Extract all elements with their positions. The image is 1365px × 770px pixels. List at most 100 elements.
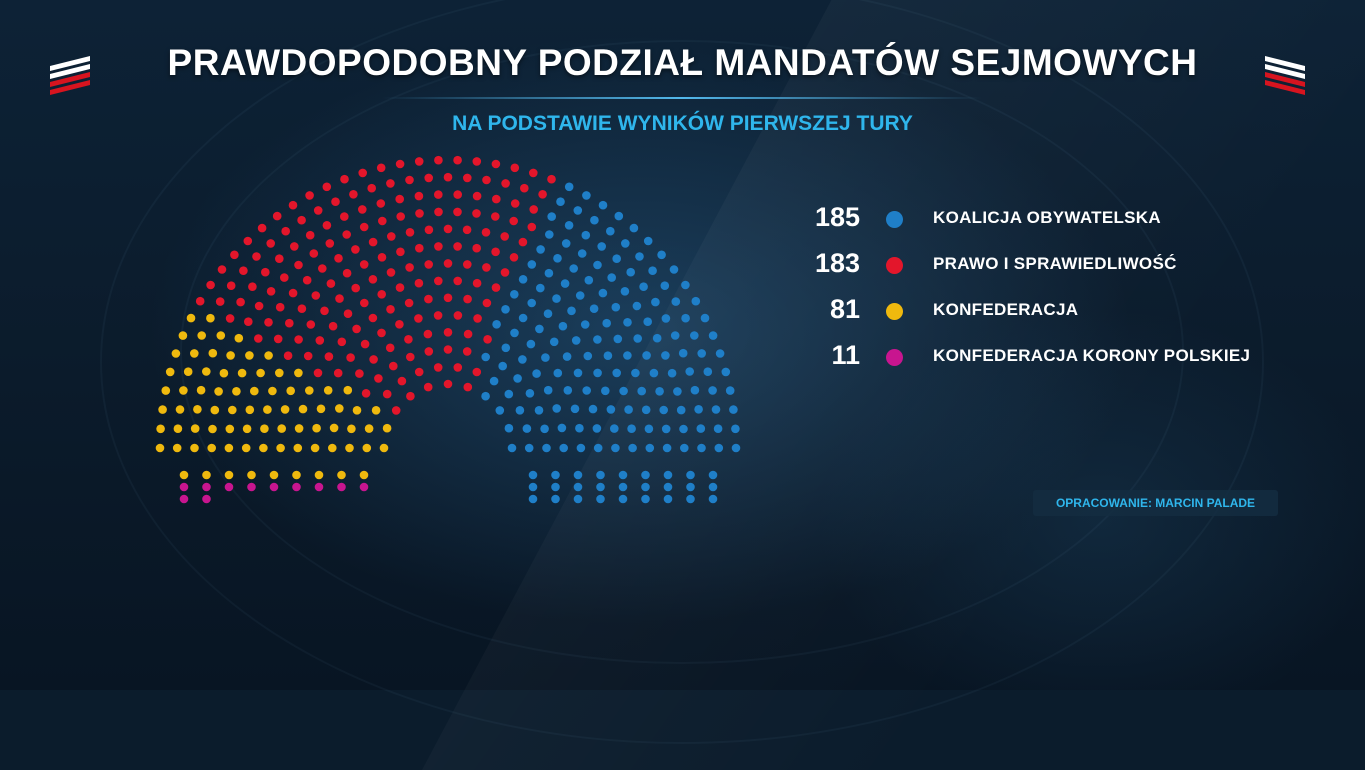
seat-dot [596,494,605,504]
seat-dot [510,328,519,338]
seat-dot [158,405,167,414]
seat-dot [661,314,671,323]
seat-dot [237,368,247,378]
seat-dot [349,190,358,199]
seat-dot [193,405,202,414]
seat-dot [580,320,590,329]
seat-dot [596,482,605,492]
seat-dot [453,311,463,320]
seat-dot [311,291,321,300]
seat-dot [414,367,424,377]
seat-dot [686,470,695,480]
seat-dot [504,389,514,399]
seat-dot [453,207,462,217]
seat-dot [305,191,314,200]
seat-dot [275,254,284,263]
seat-dot [313,206,323,215]
seat-dot [337,482,346,492]
seat-dot [404,335,413,344]
seat-dot [351,245,360,254]
seat-dot [396,212,406,221]
seat-dot [359,482,369,492]
seat-dot [534,406,544,415]
seat-dot [681,313,690,323]
seat-dot [226,281,236,291]
seat-dot [590,215,599,225]
seat-dot [326,279,336,288]
seat-dot [414,314,423,323]
seat-dot [389,361,398,371]
seat-dot [592,424,602,433]
seat-dot [310,443,320,453]
seat-dot [660,281,670,291]
seat-dot [247,470,256,480]
polish-flag-icon [50,56,90,95]
seat-dot [294,368,303,378]
seat-dot [601,386,610,396]
seat-dot [415,209,424,218]
seat-dot [623,318,632,327]
seat-dot [364,424,374,433]
seat-dot [434,155,443,165]
seat-dot [522,424,532,433]
seat-dot [518,237,528,247]
seat-dot [509,216,518,226]
seat-dot [368,313,378,323]
seat-dot [179,386,188,395]
seat-dot [598,288,608,298]
seat-dot [433,363,443,372]
seat-dot [613,334,623,344]
seat-dot [305,230,315,240]
seat-dot [501,343,511,353]
seat-dot [314,470,324,480]
seat-dot [320,306,329,316]
seat-dot [294,260,303,270]
seat-dot [543,385,553,395]
seat-dot [472,367,482,377]
seat-dot [423,382,433,392]
seat-dot [731,443,741,453]
seat-dot [543,309,553,319]
seat-dot [618,470,628,480]
seat-dot [618,482,628,492]
seat-dot [165,367,175,377]
seat-dot [245,351,254,360]
seat-dot [667,368,677,378]
seat-dot [648,266,657,276]
seat-dot [202,367,211,376]
seat-dot [340,174,349,184]
seat-dot [690,331,699,340]
seat-dot [628,443,637,453]
seat-dot [386,305,395,314]
seat-dot [322,182,332,192]
seat-dot [225,314,235,323]
seat-dot [528,494,538,504]
seat-dot [642,351,651,360]
seat-dot [573,482,583,492]
seat-dot [382,423,392,433]
seat-dot [696,424,706,433]
seat-dot [360,298,369,308]
seat-dot [312,423,321,433]
legend-item: 185 KOALICJA OBYWATELSKA [790,200,1310,246]
seat-dot [195,296,205,306]
seat-dot [190,443,199,453]
seat-dot [337,470,346,480]
seat-dot [626,267,635,277]
seat-dot [306,320,316,329]
seat-dot [542,443,551,453]
seat-dot [593,260,602,270]
seat-dot [731,424,740,434]
seat-dot [483,335,492,344]
legend-label: KONFEDERACJA KORONY POLSKIEJ [933,346,1251,365]
seat-dot [244,317,253,327]
seat-dot [352,324,361,334]
seat-dot [525,389,535,398]
seat-dot [462,225,472,235]
seat-dot [691,296,701,306]
seat-dot [226,351,235,360]
seat-dot [206,280,215,290]
seat-dot [659,405,668,415]
seat-dot [342,230,352,239]
seat-dot [563,386,573,395]
